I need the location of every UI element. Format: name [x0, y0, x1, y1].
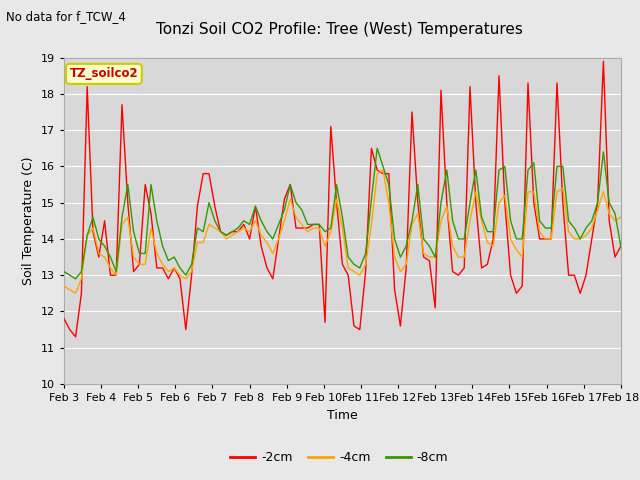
- X-axis label: Time: Time: [327, 408, 358, 421]
- Legend: -2cm, -4cm, -8cm: -2cm, -4cm, -8cm: [225, 446, 453, 469]
- Text: TZ_soilco2: TZ_soilco2: [70, 67, 138, 80]
- Text: No data for f_TCW_4: No data for f_TCW_4: [6, 10, 126, 23]
- Text: Tonzi Soil CO2 Profile: Tree (West) Temperatures: Tonzi Soil CO2 Profile: Tree (West) Temp…: [156, 22, 523, 36]
- Y-axis label: Soil Temperature (C): Soil Temperature (C): [22, 156, 35, 285]
